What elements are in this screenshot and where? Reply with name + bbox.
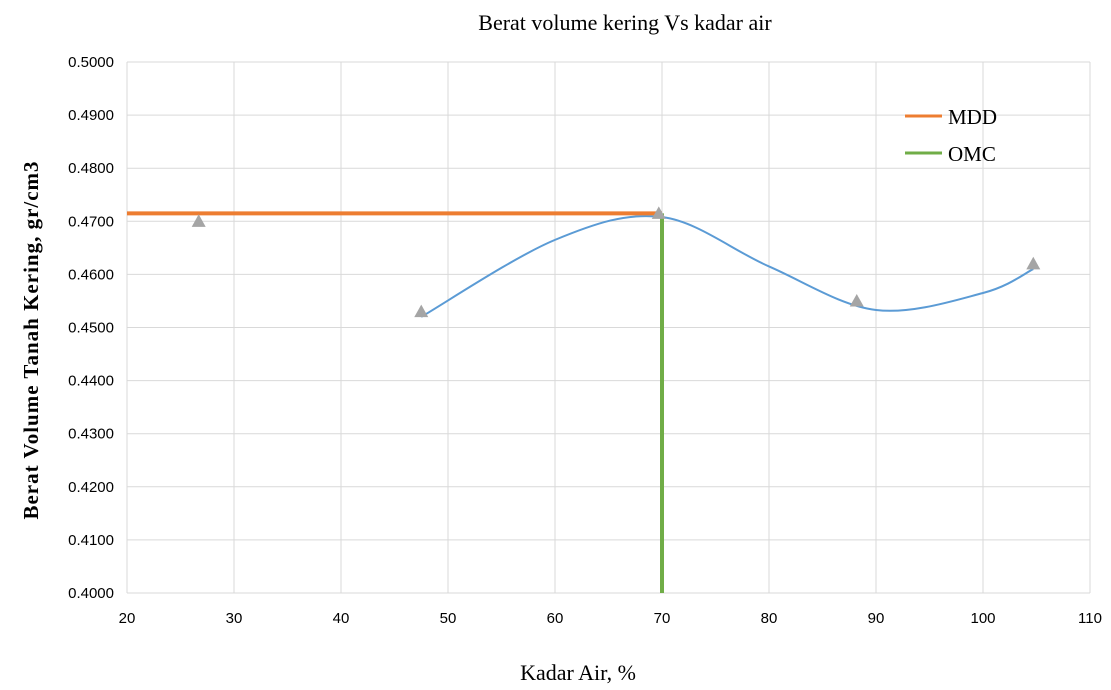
x-tick-label: 70 [654, 610, 671, 627]
legend-label-mdd: MDD [948, 105, 997, 129]
y-axis-title: Berat Volume Tanah Kering, gr/cm3 [19, 160, 43, 519]
y-tick-label: 0.4200 [68, 479, 114, 496]
y-tick-label: 0.4700 [68, 213, 114, 230]
data-points [191, 206, 1041, 318]
y-tick-label: 0.4500 [68, 320, 114, 337]
x-tick-label: 80 [761, 610, 778, 627]
y-tick-label: 0.5000 [68, 54, 114, 71]
data-point-triangle [849, 293, 864, 307]
y-tick-label: 0.4600 [68, 266, 114, 283]
y-tick-label: 0.4900 [68, 107, 114, 124]
legend-label-omc: OMC [948, 142, 996, 166]
x-axis-title: Kadar Air, % [520, 660, 636, 685]
data-point-triangle [414, 304, 429, 318]
x-tick-label: 100 [970, 610, 995, 627]
trend-curve [420, 215, 1034, 318]
series-lines [127, 211, 1034, 593]
x-tick-label: 90 [868, 610, 885, 627]
y-tick-label: 0.4100 [68, 532, 114, 549]
data-point-triangle [651, 206, 666, 219]
tick-labels: 20 30 40 50 60 70 80 90 100 110 0.4000 0.4100 0.4200… [68, 54, 1102, 627]
y-tick-label: 0.4000 [68, 585, 114, 602]
x-tick-label: 30 [226, 610, 243, 627]
y-tick-label: 0.4300 [68, 426, 114, 443]
y-tick-label: 0.4400 [68, 373, 114, 390]
chart-title: Berat volume kering Vs kadar air [478, 10, 772, 35]
x-tick-label: 50 [440, 610, 457, 627]
x-tick-label: 110 [1078, 610, 1102, 627]
data-point-triangle [191, 214, 206, 227]
x-tick-label: 60 [547, 610, 564, 627]
y-tick-label: 0.4800 [68, 160, 114, 177]
legend: MDD OMC [905, 105, 997, 166]
x-tick-label: 40 [333, 610, 350, 627]
x-tick-label: 20 [119, 610, 136, 627]
data-point-triangle [1026, 256, 1041, 270]
